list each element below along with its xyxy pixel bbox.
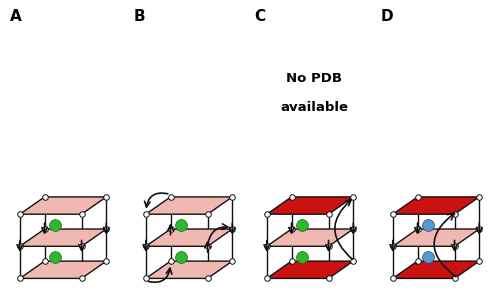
Polygon shape [393,229,479,246]
Text: A: A [10,9,22,24]
Text: D: D [381,9,393,24]
Polygon shape [393,261,479,278]
Polygon shape [146,229,232,246]
Polygon shape [267,197,353,214]
Polygon shape [20,261,106,278]
Polygon shape [393,197,479,214]
Text: No PDB: No PDB [286,72,342,85]
Polygon shape [20,229,106,246]
Polygon shape [267,229,353,246]
Polygon shape [146,261,232,278]
Polygon shape [267,261,353,278]
Text: B: B [134,9,145,24]
Polygon shape [20,197,106,214]
Text: available: available [280,101,348,114]
Text: C: C [255,9,266,24]
Polygon shape [146,197,232,214]
